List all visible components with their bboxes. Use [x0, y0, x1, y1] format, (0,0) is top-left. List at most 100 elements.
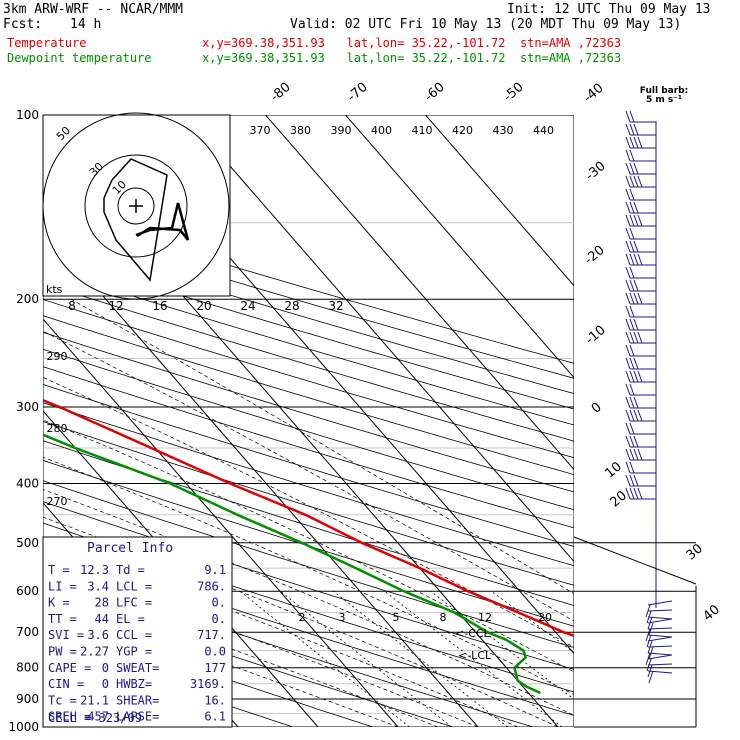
dry-adiabat: [43, 615, 375, 727]
wind-barb-feather: [629, 292, 635, 305]
isobar-label: 200: [16, 292, 39, 306]
dry-adiabat: [43, 348, 574, 511]
wind-barb-feather: [629, 357, 635, 370]
isotherm-label: 0: [589, 400, 605, 417]
parcel-cell-row: CELL = 323/09: [48, 711, 142, 725]
dry-adiabat: [43, 480, 574, 648]
wind-barb-feather: [625, 409, 631, 422]
wind-barb-feather: [633, 162, 639, 175]
mixing-ratio-label: 20: [538, 611, 552, 624]
parcel-row-value: 21.1: [80, 693, 109, 707]
parcel-info-title: Parcel Info: [87, 541, 173, 556]
dry-adiabat: [43, 440, 574, 606]
isotherm-label: 40: [701, 602, 723, 624]
wind-barb-feather: [629, 175, 635, 188]
isobar-label: 900: [16, 692, 39, 706]
wind-barb-feather: [633, 396, 639, 409]
isotherm-label: -30: [583, 159, 609, 184]
theta-label: 420: [452, 124, 473, 137]
wind-barb-feather: [625, 162, 631, 175]
parcel-info-box: Parcel Info T = 12.3 Td = 9.1 LI = 3.4 LCL = 786…: [42, 536, 233, 728]
parcel-row-value: 0: [102, 677, 109, 691]
wind-barb-feather: [633, 435, 639, 448]
wind-barb-feather: [629, 214, 635, 227]
parcel-row-value2: 786.: [197, 579, 226, 593]
parcel-row-key2: LAPSE=: [116, 710, 159, 724]
isobar-label: 700: [16, 625, 39, 639]
hodo-ring: [117, 187, 155, 225]
wind-barb-feather: [633, 279, 639, 292]
parcel-row-value2: 9.1: [204, 563, 226, 577]
dry-adiabat: [43, 252, 574, 410]
hodo-trace: [103, 158, 168, 282]
wind-barb-feather: [625, 435, 631, 448]
parcel-row-value: 2.27: [80, 645, 109, 659]
wind-barb-low: [647, 654, 673, 660]
moist-adiabat: [43, 516, 559, 727]
isobar-label: 500: [16, 536, 39, 550]
barb-legend-unit: 5 m s⁻¹: [646, 95, 682, 105]
dry-adiabat: [43, 223, 574, 379]
dry-adiabat: [43, 283, 574, 442]
wind-barb-feather: [625, 110, 631, 123]
wind-barb-feather: [625, 253, 631, 266]
moist-adiabat: [43, 580, 439, 727]
temperature-legend: Temperature x,y=369.38,351.93 lat,lon= 3…: [7, 36, 622, 50]
hodo-ring: [42, 112, 230, 300]
wind-barb-feather: [629, 305, 635, 318]
isotherm-label: 30: [684, 541, 706, 563]
hodo-speed-label: 24: [240, 299, 255, 313]
wind-barb-feather: [629, 123, 635, 136]
wind-barb-feather: [625, 149, 631, 162]
valid-time: Valid: 02 UTC Fri 10 May 13 (20 MDT Thu …: [290, 17, 682, 32]
mixing-ratio-line: [333, 590, 509, 727]
wind-barb-feather: [633, 331, 639, 344]
wind-barb-feather: [629, 435, 635, 448]
isotherm: [425, 115, 574, 287]
isotherm-label: 10: [603, 459, 625, 481]
dry-adiabat: [43, 299, 574, 459]
wind-barb-feather: [629, 461, 635, 474]
wind-barb-feather: [625, 474, 631, 487]
wind-barb-feather: [637, 331, 643, 344]
hodo-speed-label: 16: [152, 299, 167, 313]
parcel-row-value2: 3169.: [190, 677, 226, 691]
wind-barb-feather: [625, 422, 631, 435]
parcel-row-key2: SWEAT=: [116, 661, 159, 675]
wind-barb-feather: [625, 136, 631, 149]
parcel-row-value2: 0.: [212, 596, 226, 610]
parcel-row-key2: LFC =: [116, 596, 152, 610]
wind-barb-feather: [633, 474, 639, 487]
model-title: 3km ARW-WRF -- NCAR/MMM: [3, 2, 184, 17]
wind-barb-feather: [629, 162, 635, 175]
lcl-marker: <-LCL: [458, 649, 492, 662]
wind-barb-feather: [637, 292, 643, 305]
wind-barb-feather: [625, 487, 631, 500]
parcel-row-key2: LCL =: [116, 579, 152, 593]
parcel-row-value: 457: [87, 710, 109, 724]
parcel-row-key2: EL =: [116, 612, 145, 626]
barb-region-diag: [573, 536, 697, 585]
wind-barb-feather: [629, 344, 635, 357]
wind-barb-feather: [629, 149, 635, 162]
dry-adiabat: [43, 421, 574, 586]
data-layer: [43, 398, 574, 695]
wind-barb-feather: [629, 279, 635, 292]
mixing-ratio-label: 2: [299, 611, 306, 624]
temperature-profile: [43, 398, 574, 638]
parcel-row-value2: 0.0: [204, 645, 226, 659]
dry-adiabat: [43, 501, 574, 670]
wind-barb-feather: [637, 370, 643, 383]
wind-barb-low: [647, 634, 673, 638]
parcel-row-key: T =: [48, 563, 70, 577]
theta-label-left: 270: [47, 495, 68, 508]
isotherm-label: -10: [583, 323, 609, 348]
wind-barb-feather: [637, 175, 643, 188]
wind-barbs: [573, 110, 697, 728]
wind-barb-feather: [625, 383, 631, 396]
isotherm: [345, 115, 574, 379]
wind-barb-feather: [633, 318, 639, 331]
barb-legend-title: Full barb:: [639, 86, 689, 96]
